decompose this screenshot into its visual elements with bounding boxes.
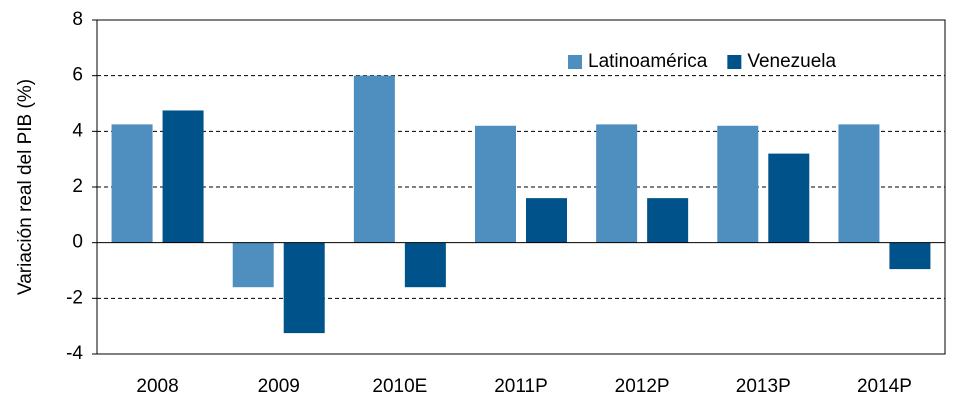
x-tick-label: 2010E <box>372 376 427 397</box>
bar <box>768 153 810 243</box>
bar <box>717 125 759 243</box>
bar <box>353 75 395 243</box>
x-tick-label: 2009 <box>258 376 300 397</box>
bar <box>647 198 689 243</box>
bar <box>404 242 446 288</box>
y-tick-label: 2 <box>72 176 83 197</box>
x-tick-label: 2014P <box>857 376 912 397</box>
bar <box>526 198 567 243</box>
y-axis-label: Variación real del PIB (%) <box>15 79 36 295</box>
bar <box>838 124 880 243</box>
bar <box>596 124 638 243</box>
x-tick-label: 2008 <box>136 376 178 397</box>
y-tick-label: -4 <box>66 343 83 364</box>
bar <box>889 242 931 270</box>
legend-swatch <box>568 55 582 69</box>
y-tick-label: 8 <box>72 9 83 30</box>
y-tick-label: 0 <box>72 232 83 253</box>
bar <box>283 242 325 334</box>
x-tick-label: 2012P <box>615 376 670 397</box>
x-tick-label: 2011P <box>494 376 548 397</box>
bar <box>162 110 204 243</box>
y-tick-label: 6 <box>72 65 83 86</box>
legend-label: Latinoamérica <box>588 51 708 72</box>
x-tick-label: 2013P <box>736 376 791 397</box>
y-tick-label: 4 <box>72 120 83 141</box>
bar <box>232 242 274 288</box>
legend-swatch <box>727 55 742 69</box>
bar <box>111 124 153 243</box>
legend-label: Venezuela <box>747 51 836 72</box>
bar <box>475 125 516 243</box>
y-tick-label: -2 <box>66 287 83 308</box>
